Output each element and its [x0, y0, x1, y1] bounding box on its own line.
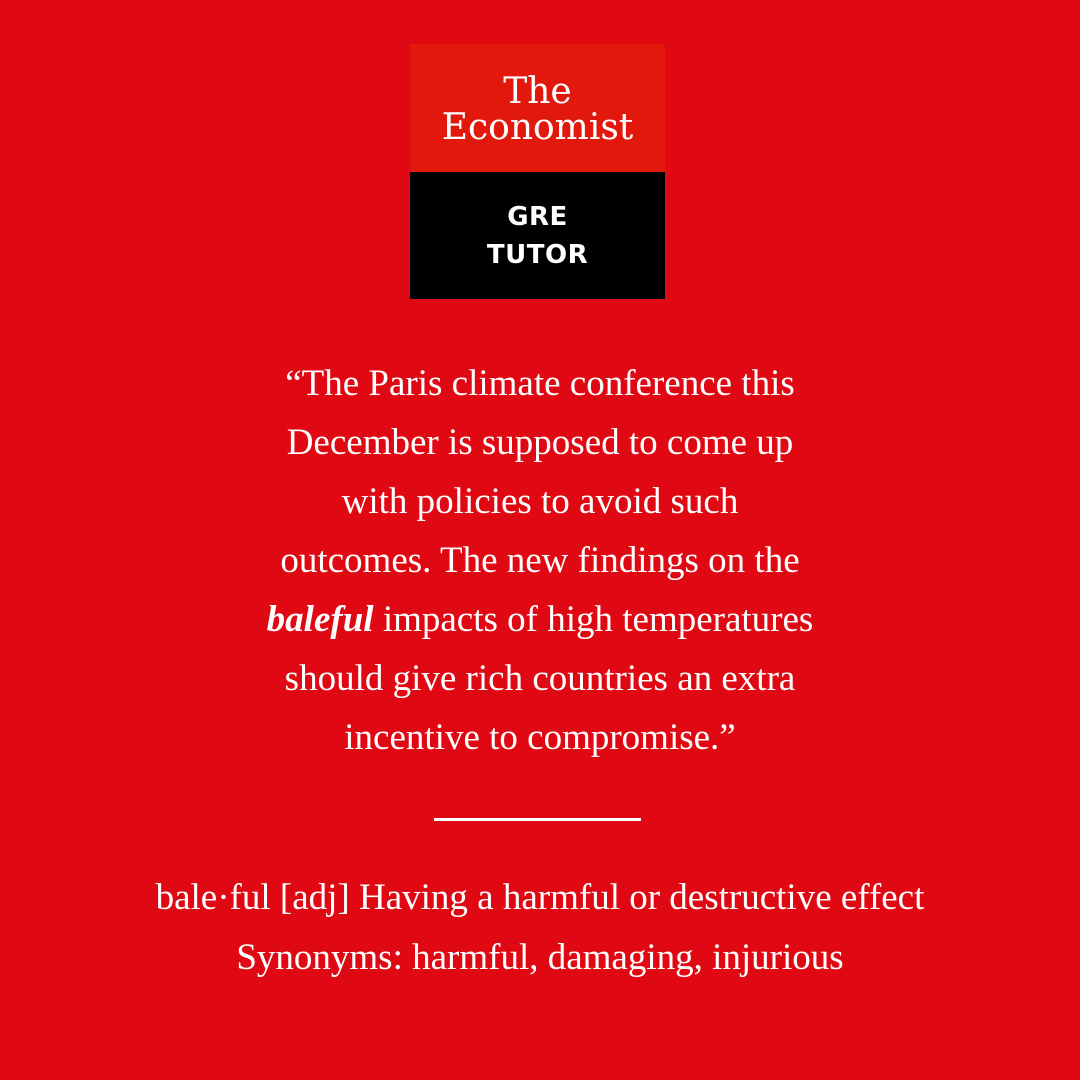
quote-text: “The Paris climate conference this Decem… — [130, 354, 950, 767]
economist-gre-tutor-logo: The Economist GRE TUTOR — [410, 44, 665, 299]
synonyms-line: Synonyms: harmful, damaging, injurious — [236, 937, 844, 978]
quote-line: incentive to compromise.” — [344, 717, 736, 758]
quote-line-rest: impacts of high temperatures — [373, 599, 814, 640]
logo-brand-line-2: Economist — [441, 107, 634, 148]
definition-line: bale·ful [adj] Having a harmful or destr… — [155, 877, 925, 918]
quote-line: should give rich countries an extra — [284, 658, 796, 699]
logo-brand-block: The Economist — [410, 44, 665, 172]
divider-line — [434, 818, 641, 821]
quote-line: December is supposed to come up — [286, 422, 794, 463]
quote-line: outcomes. The new findings on the — [280, 540, 800, 581]
logo-badge-block: GRE TUTOR — [410, 172, 665, 299]
quote-line: with policies to avoid such — [341, 481, 739, 522]
logo-badge-line-2: TUTOR — [486, 239, 589, 270]
highlighted-word: baleful — [266, 599, 374, 640]
quote-line: baleful impacts of high temperatures — [130, 590, 950, 649]
logo-brand-line-1: The — [503, 71, 572, 112]
word-definition: bale·ful [adj] Having a harmful or destr… — [20, 868, 1060, 988]
logo-badge-line-1: GRE — [507, 201, 568, 232]
quote-line: “The Paris climate conference this — [285, 363, 795, 404]
